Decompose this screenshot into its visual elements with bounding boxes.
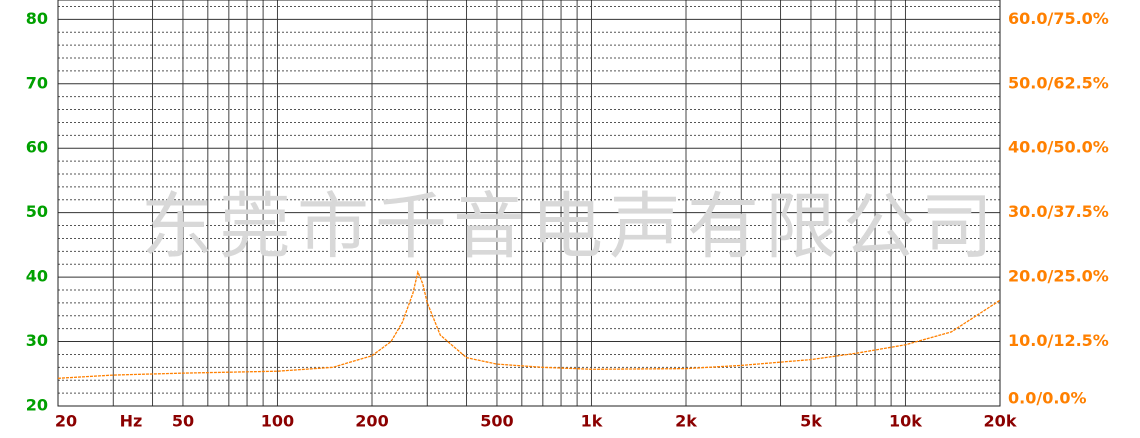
x-tick-label: 10k [889,412,922,431]
plot-frame [57,0,1001,407]
y-tick-label: 70 [26,73,48,92]
y-tick-label: 60 [26,138,48,157]
y-tick-label: 20 [26,396,48,415]
x-tick-label: 5k [800,412,822,431]
y-tick-label: 30 [26,331,48,350]
x-tick-label: 1k [581,412,603,431]
y2-tick-label: 60.0/75.0% [1008,9,1109,28]
response-line [57,269,1001,379]
y2-tick-label: 30.0/37.5% [1008,202,1109,221]
y2-tick-label: 10.0/12.5% [1008,331,1109,350]
x-tick-label: 100 [261,412,294,431]
x-unit-label: Hz [120,412,143,431]
y-tick-label: 40 [26,267,48,286]
y-tick-label: 50 [26,202,48,221]
x-tick-label: 20 [55,412,77,431]
y2-tick-label: 50.0/62.5% [1008,73,1109,92]
x-tick-label: 50 [172,412,194,431]
y2-tick-label: 0.0/0.0% [1008,389,1087,408]
watermark: 东莞市千音电声有限公司 [141,185,999,269]
x-tick-label: 500 [480,412,513,431]
x-tick-label: 2k [675,412,697,431]
y2-tick-label: 40.0/50.0% [1008,138,1109,157]
x-tick-label: 200 [355,412,388,431]
y2-tick-label: 20.0/25.0% [1008,267,1109,286]
y-tick-label: 80 [26,9,48,28]
x-tick-label: 20k [984,412,1017,431]
